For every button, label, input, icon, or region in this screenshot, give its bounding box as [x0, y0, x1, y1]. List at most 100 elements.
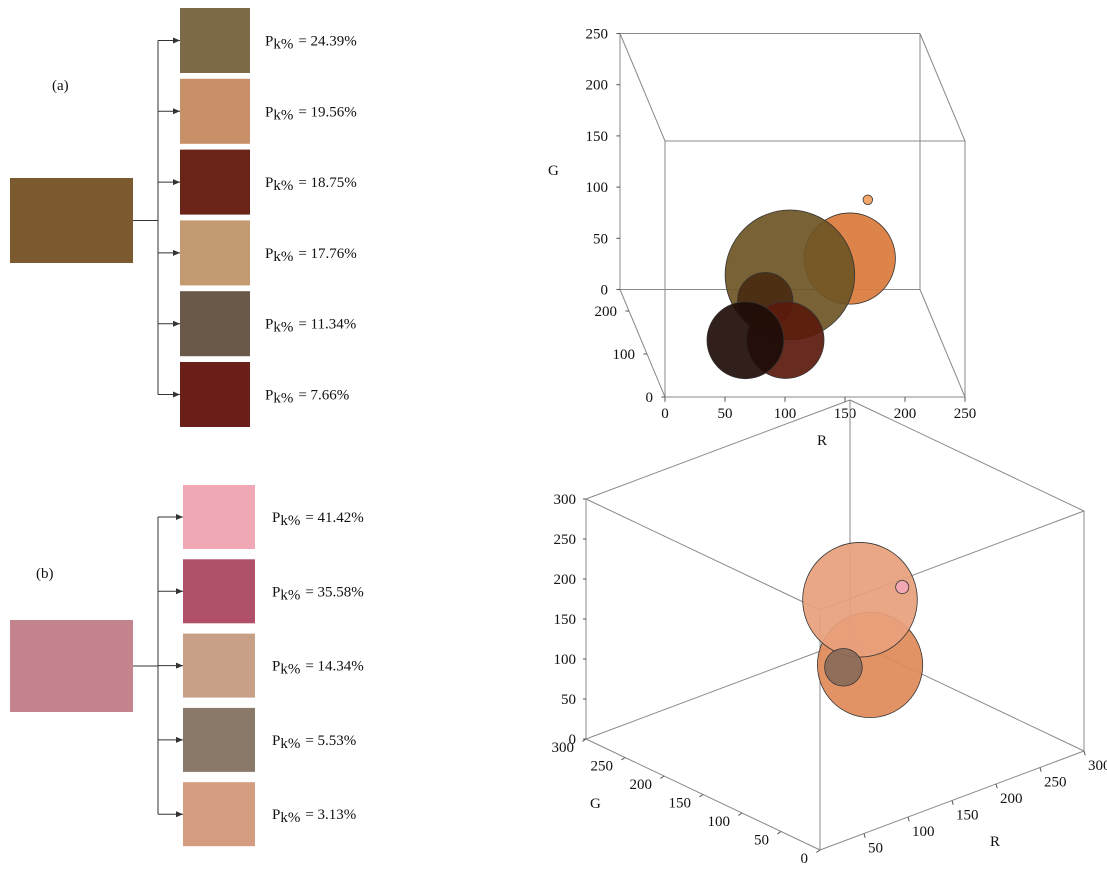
subscript: k%	[273, 249, 293, 265]
tick-mark	[699, 795, 703, 797]
proportion-label: Pk% = 11.34%	[265, 317, 356, 336]
value-text: = 18.75%	[298, 175, 356, 191]
symbol: P	[272, 510, 280, 526]
tick-mark	[816, 850, 820, 852]
tick-label: 100	[586, 180, 609, 196]
tick-mark	[777, 832, 781, 834]
tick-label: 0	[646, 390, 654, 406]
tick-label: 0	[601, 283, 609, 299]
bubble	[896, 581, 909, 594]
cluster-swatch	[183, 708, 255, 772]
subscript: k%	[273, 178, 293, 194]
tick-mark	[660, 776, 664, 778]
axis-label: R	[817, 433, 827, 449]
symbol: P	[272, 807, 280, 823]
tick-label: 250	[586, 27, 609, 43]
symbol: P	[272, 584, 280, 600]
tick-mark	[738, 813, 742, 815]
box-edge	[920, 290, 965, 398]
box-edge	[586, 499, 820, 610]
proportion-label: Pk% = 17.76%	[265, 246, 357, 265]
tick-label: 50	[593, 231, 608, 247]
tick-label: 300	[554, 492, 577, 508]
proportion-label: Pk%= 7.66%	[265, 388, 349, 407]
panel-label: (a)	[52, 78, 69, 94]
tick-label: 300	[1088, 758, 1107, 774]
axis-label: R	[990, 834, 1000, 850]
value-text: = 19.56%	[298, 104, 356, 120]
symbol: P	[265, 246, 273, 262]
cluster-swatch	[183, 559, 255, 623]
tick-label: 150	[669, 796, 692, 812]
subscript: k%	[280, 736, 300, 752]
tick-label: 250	[1044, 775, 1067, 791]
tick-label: 200	[554, 572, 577, 588]
page: (a) (b) G R G R Pk%= 24.39%Pk%= 19.56%Pk…	[0, 0, 1107, 872]
symbol: P	[265, 317, 273, 333]
tick-mark	[864, 834, 865, 838]
subscript: k%	[273, 37, 293, 53]
tick-mark	[996, 784, 997, 788]
tick-label: 250	[591, 759, 614, 775]
figure: (a) (b) G R G R Pk%= 24.39%Pk%= 19.56%Pk…	[0, 0, 1107, 867]
box-edge	[920, 34, 965, 142]
cluster-swatch	[180, 79, 250, 144]
symbol: P	[265, 104, 273, 120]
tick-label: 0	[569, 732, 577, 748]
bubble	[863, 195, 873, 205]
subscript: k%	[273, 320, 293, 336]
tick-label: 150	[956, 808, 979, 824]
symbol: P	[272, 659, 280, 675]
tick-label: 150	[834, 406, 857, 422]
tick-label: 150	[554, 612, 577, 628]
symbol: P	[265, 34, 273, 50]
symbol: P	[265, 175, 273, 191]
symbol: P	[265, 388, 273, 404]
tick-label: 150	[586, 129, 609, 145]
value-text: = 5.53%	[305, 733, 356, 749]
tick-label: 50	[718, 406, 733, 422]
tick-label: 50	[754, 833, 769, 849]
cluster-swatch	[183, 485, 255, 549]
tick-label: 250	[954, 406, 977, 422]
tick-label: 50	[868, 841, 883, 857]
tick-label: 100	[912, 824, 935, 840]
value-text: = 24.39%	[298, 34, 356, 50]
tick-label: 100	[554, 652, 577, 668]
tick-mark	[1040, 768, 1041, 772]
tick-label: 250	[554, 532, 577, 548]
proportion-label: Pk%= 5.53%	[272, 733, 356, 752]
cluster-swatch	[180, 150, 250, 215]
bubble	[825, 649, 863, 687]
value-text: = 7.66%	[298, 388, 349, 404]
proportion-label: Pk%= 3.13%	[272, 807, 356, 826]
axis-label: G	[548, 163, 559, 179]
panel-label: (b)	[36, 566, 54, 582]
axis-label: G	[590, 796, 601, 812]
value-text: = 35.58%	[305, 584, 363, 600]
box-edge	[620, 34, 665, 142]
value-text: = 11.34%	[298, 317, 356, 333]
proportion-label: Pk% = 19.56%	[265, 104, 357, 123]
tick-mark	[621, 758, 625, 760]
tick-label: 0	[801, 851, 809, 867]
cluster-swatch	[183, 634, 255, 698]
bubble	[803, 542, 918, 657]
box-edge	[620, 290, 665, 398]
proportion-label: Pk%= 41.42%	[272, 510, 364, 529]
tick-label: 100	[613, 347, 636, 363]
tick-label: 200	[595, 304, 618, 320]
subscript: k%	[280, 513, 300, 529]
tick-mark	[908, 817, 909, 821]
proportion-label: Pk% = 24.39%	[265, 34, 357, 53]
tick-label: 200	[1000, 791, 1023, 807]
subscript: k%	[280, 587, 300, 603]
proportion-label: Pk% = 18.75%	[265, 175, 357, 194]
value-text: = 14.34%	[305, 659, 363, 675]
tick-label: 100	[708, 814, 731, 830]
subscript: k%	[273, 107, 293, 123]
tick-label: 0	[661, 406, 669, 422]
box-edge	[586, 640, 850, 739]
value-text: = 17.76%	[298, 246, 356, 262]
cluster-swatch	[180, 362, 250, 427]
